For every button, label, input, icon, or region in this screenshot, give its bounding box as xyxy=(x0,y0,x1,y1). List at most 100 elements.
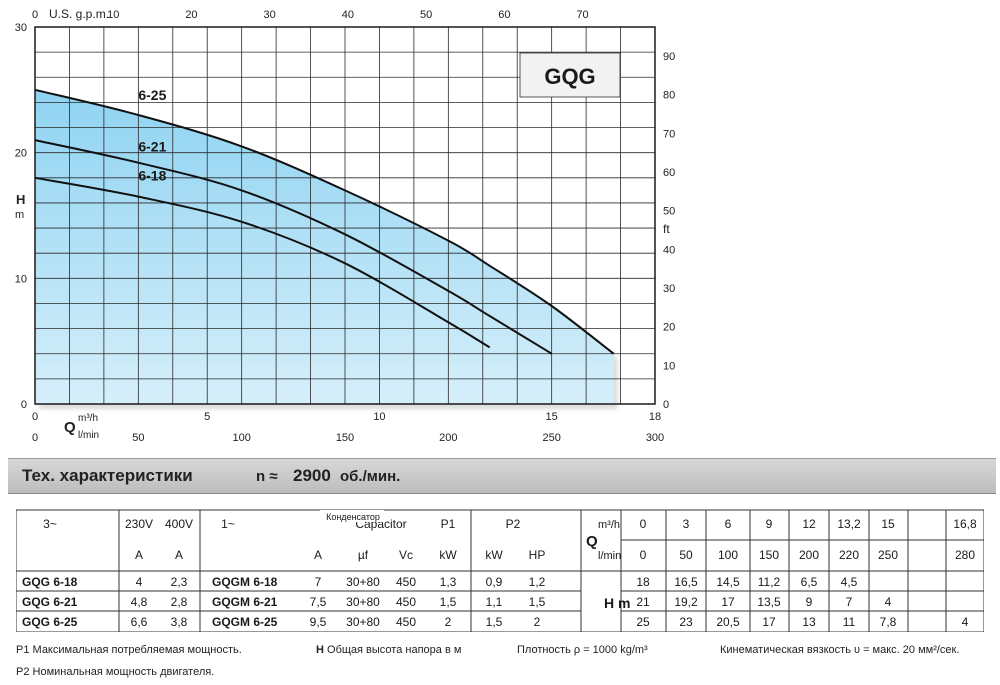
grid-lines xyxy=(35,27,655,404)
speed-symbol: n ≈ xyxy=(256,468,278,485)
plot-frame xyxy=(34,26,656,405)
y-tick-right: 70 xyxy=(663,128,675,140)
footnote-p1: P1 Максимальная потребляемая мощность. xyxy=(16,644,242,656)
head-value: 16,5 xyxy=(674,575,698,589)
x-axis-unit-primary: m³/h xyxy=(78,413,98,424)
x-tick-m3h: 5 xyxy=(204,411,210,423)
x-tick-gpm: 0 xyxy=(32,9,38,21)
head-value: 19,2 xyxy=(674,595,698,609)
chart-title-box xyxy=(519,52,621,98)
p2-kw: 0,9 xyxy=(486,575,503,589)
operating-area xyxy=(35,89,618,410)
amp-1ph: 7,5 xyxy=(310,595,327,609)
model-3ph: GQG 6-25 xyxy=(22,615,78,629)
curve-labels: 6-25 6-21 6-18 xyxy=(138,87,166,183)
x-tick-lmin: 0 xyxy=(32,432,38,444)
hdr-a-230: A xyxy=(135,548,143,562)
q-lmin-value: 50 xyxy=(679,548,693,562)
hdr-capacitor-ru: Конденсатор xyxy=(326,512,380,522)
x-axis-unit-secondary: l/min xyxy=(78,430,99,441)
footnote-p2: P2 Номинальная мощность двигателя. xyxy=(16,666,214,678)
head-value: 13,5 xyxy=(757,595,781,609)
hdr-vc: Vc xyxy=(399,548,413,562)
amp-1ph: 9,5 xyxy=(310,615,327,629)
hdr-m3h: m³/h xyxy=(598,519,620,531)
capacitor-vc: 450 xyxy=(396,575,416,589)
amp-1ph: 7 xyxy=(315,575,322,589)
amp-230v: 4,8 xyxy=(131,595,148,609)
head-value: 18 xyxy=(636,575,650,589)
hdr-hp: HP xyxy=(529,548,546,562)
head-value: 13 xyxy=(802,615,816,629)
x-tick-lmin: 250 xyxy=(542,432,560,444)
footnote-h-symbol: H xyxy=(316,644,324,656)
x-tick-gpm: 60 xyxy=(498,9,510,21)
spec-table-lines xyxy=(16,509,984,632)
hdr-a-1ph: A xyxy=(314,548,322,562)
footnote-p2-text: Номинальная мощность двигателя. xyxy=(32,666,215,678)
y-tick-right: 0 xyxy=(663,399,669,411)
x-tick-m3h: 0 xyxy=(32,411,38,423)
q-m3h-value: 16,8 xyxy=(953,517,977,531)
model-3ph: GQG 6-21 xyxy=(22,595,78,609)
hdr-phase1: 1~ xyxy=(221,517,235,531)
y-tick-right: 10 xyxy=(663,360,675,372)
footnote-h-text: Общая высота напора в м xyxy=(327,644,462,656)
q-m3h-value: 15 xyxy=(881,517,895,531)
q-m3h-value: 13,2 xyxy=(837,517,861,531)
hdr-p1: P1 xyxy=(441,517,456,531)
model-1ph: GQGM 6-18 xyxy=(212,575,278,589)
curve-label-6-25: 6-25 xyxy=(138,87,166,103)
capacitor-uf: 30+80 xyxy=(346,615,380,629)
specs-banner: Тех. характеристики n ≈ 2900 об./мин. xyxy=(8,458,996,494)
q-lmin-value: 220 xyxy=(839,548,859,562)
y-tick-right: 60 xyxy=(663,167,675,179)
p1-kw: 2 xyxy=(445,615,452,629)
q-lmin-value: 150 xyxy=(759,548,779,562)
x-tick-gpm: 40 xyxy=(342,9,354,21)
capacitor-vc: 450 xyxy=(396,615,416,629)
amp-400v: 2,3 xyxy=(171,575,188,589)
head-value: 4 xyxy=(962,615,969,629)
hdr-q: Q xyxy=(586,533,598,550)
head-value: 14,5 xyxy=(716,575,740,589)
footnote-h: H Общая высота напора в м xyxy=(316,644,461,656)
y-tick-right: 90 xyxy=(663,51,675,63)
y-tick-left: 10 xyxy=(15,273,27,285)
footnote-p1-text: Максимальная потребляемая мощность. xyxy=(32,644,242,656)
pump-performance-chart: 6-256-216-18 010203001020304050607080900… xyxy=(15,7,676,444)
amp-230v: 6,6 xyxy=(131,615,148,629)
performance-curves xyxy=(34,88,615,355)
x-tick-lmin: 50 xyxy=(132,432,144,444)
model-1ph: GQGM 6-21 xyxy=(212,595,278,609)
hdr-lmin: l/min xyxy=(598,550,621,562)
footnote-p2-symbol: P2 xyxy=(16,666,30,678)
head-value: 21 xyxy=(636,595,650,609)
head-value: 11 xyxy=(843,615,856,629)
capacitor-uf: 30+80 xyxy=(346,575,380,589)
hdr-uf: µf xyxy=(358,548,369,562)
x-tick-gpm: 50 xyxy=(420,9,432,21)
p2-hp: 2 xyxy=(534,615,541,629)
specs-title: Тех. характеристики xyxy=(22,466,193,485)
amp-230v: 4 xyxy=(136,575,143,589)
q-m3h-value: 6 xyxy=(725,517,732,531)
y-tick-left: 30 xyxy=(15,22,27,34)
p1-kw: 1,3 xyxy=(440,575,457,589)
q-lmin-value: 280 xyxy=(955,548,975,562)
x-tick-gpm: 70 xyxy=(576,9,588,21)
y-tick-left: 20 xyxy=(15,148,27,160)
hdr-kw-p1: kW xyxy=(439,548,457,562)
hdr-p2: P2 xyxy=(506,517,521,531)
footnote-viscosity: Кинематическая вязкость υ = макс. 20 мм²… xyxy=(720,644,960,656)
q-lmin-value: 100 xyxy=(718,548,738,562)
capacitor-vc: 450 xyxy=(396,595,416,609)
spec-table-cells: 0 3 6 9 12 13,2 15 16,8 0 50 100 150 200 220 250 280 GQG… xyxy=(22,517,977,629)
hdr-hm: H m xyxy=(604,595,630,611)
y-tick-right: 80 xyxy=(663,90,675,102)
hdr-230v: 230V xyxy=(125,517,153,531)
hdr-kw-p2: kW xyxy=(485,548,503,562)
x-tick-m3h: 10 xyxy=(373,411,385,423)
y-tick-right: 20 xyxy=(663,322,675,334)
head-value: 11,2 xyxy=(758,575,781,589)
